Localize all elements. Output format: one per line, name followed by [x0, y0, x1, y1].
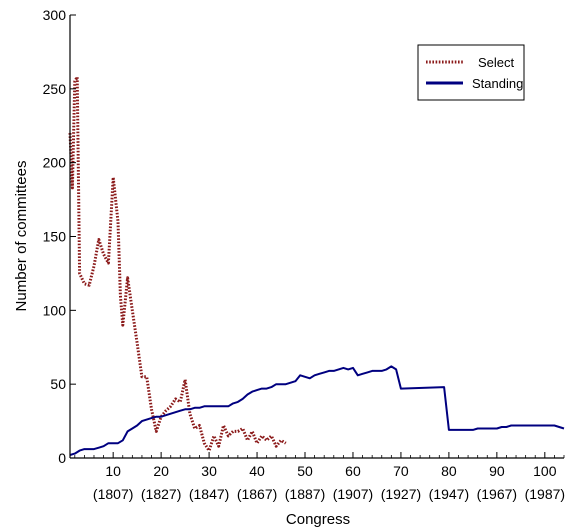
y-tick-label: 100: [43, 302, 67, 318]
x-tick-label: 100: [533, 463, 557, 479]
y-axis-title: Number of committees: [13, 161, 30, 312]
x-tick-label: 20: [153, 463, 169, 479]
legend-standing-label: Standing: [472, 76, 523, 91]
x-tick-label: 50: [297, 463, 313, 479]
x-tick-label: 90: [489, 463, 505, 479]
x-tick-label: 30: [201, 463, 217, 479]
x-tick-label: 10: [105, 463, 121, 479]
y-tick-label: 50: [50, 376, 66, 392]
y-tick-label: 200: [43, 155, 67, 171]
y-tick-label: 0: [58, 450, 66, 466]
x-tick-label: 60: [345, 463, 361, 479]
series-layer: [68, 75, 565, 456]
x-axis-title: Congress: [286, 511, 350, 528]
series-line-standing: [69, 365, 565, 456]
x-tick-label: 80: [441, 463, 457, 479]
x-tick-year: (1947): [429, 486, 469, 502]
x-tick-year: (1927): [381, 486, 421, 502]
legend-box: [417, 44, 525, 101]
x-tick-year: (1847): [189, 486, 229, 502]
legend: Select Standing: [417, 44, 525, 101]
y-tick-label: 300: [43, 7, 67, 23]
x-tick-year: (1807): [93, 486, 133, 502]
x-tick-year: (1967): [477, 486, 517, 502]
x-tick-label: 40: [249, 463, 265, 479]
x-tick-year: (1887): [285, 486, 325, 502]
x-tick-year: (1827): [141, 486, 181, 502]
x-tick-year: (1987): [525, 486, 565, 502]
x-tick-year: (1867): [237, 486, 277, 502]
tick-layer: 0 50 100 150 200 250 300 10 (1807) 20 (1827) 30 (184…: [43, 7, 565, 502]
x-tick-year: (1907): [333, 486, 373, 502]
legend-select-label: Select: [478, 55, 515, 70]
series-line-select: [68, 75, 287, 453]
y-tick-label: 250: [43, 81, 67, 97]
y-tick-label: 150: [43, 229, 67, 245]
x-tick-label: 70: [393, 463, 409, 479]
